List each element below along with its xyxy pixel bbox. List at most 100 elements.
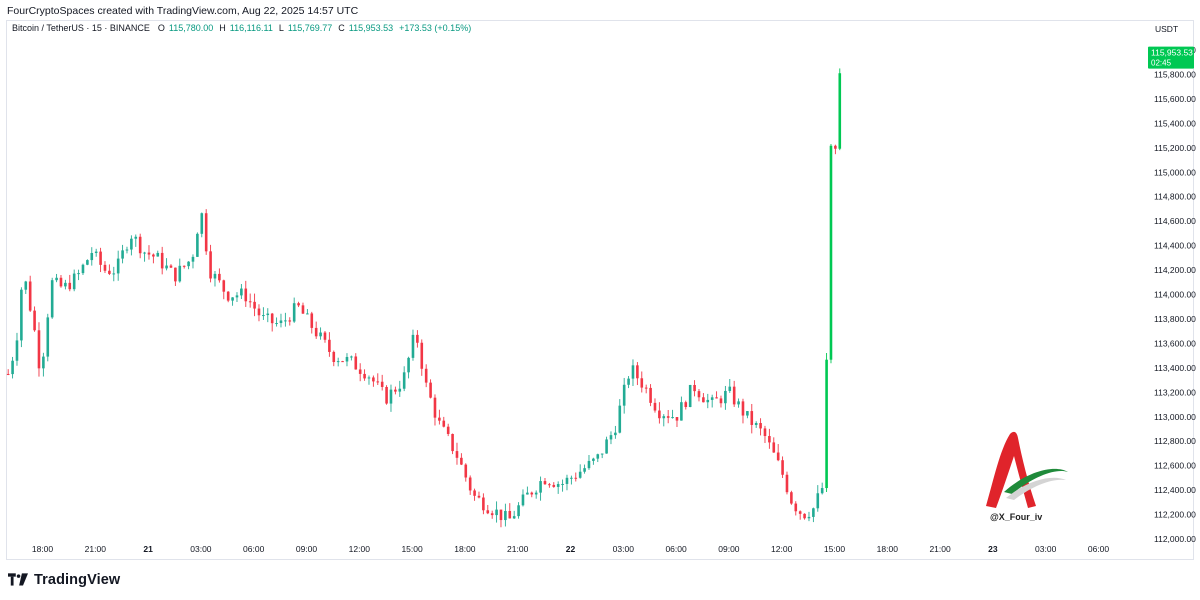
x-tick-label: 18:00 [32,544,54,554]
candle-down [446,426,450,434]
x-tick-label: 21:00 [929,544,951,554]
candle-up [15,340,19,361]
candle-up [46,317,50,357]
symbol-legend: Bitcoin / TetherUS · 15 · BINANCE O 115,7… [12,23,473,33]
candle-up [284,320,287,322]
y-tick-label: 113,000.00 [1154,412,1196,422]
candle-down [803,513,806,519]
candle-up [671,417,674,419]
candle-up [130,238,133,250]
legend-low-key: L [278,23,284,33]
candle-down [244,288,248,302]
candle-up [319,332,322,337]
candle-down [424,368,428,383]
candle-up [262,315,265,317]
candle-up [121,250,124,259]
candle-down [790,492,793,504]
candle-up [680,402,683,421]
legend-symbol[interactable]: Bitcoin / TetherUS · 15 · BINANCE [12,23,150,33]
candle-up [627,378,630,385]
candle-up [618,405,622,433]
candle-up [398,388,402,392]
candle-down [468,477,472,491]
candle-up [596,454,600,459]
y-tick-label: 112,000.00 [1154,534,1196,544]
y-tick-label: 114,000.00 [1154,290,1196,300]
y-tick-label: 113,600.00 [1154,338,1196,348]
legend-open-value: 115,780.00 [168,23,214,33]
candle-down [363,373,366,379]
candle-up [706,399,710,403]
legend-change-value: +173.53 (+0.15%) [399,23,472,33]
candle-up [134,236,138,239]
candle-up [495,509,498,516]
tradingview-brand[interactable]: TradingView [8,572,120,588]
candle-up [688,384,692,408]
candle-down [658,410,661,419]
candle-down [473,490,476,496]
candle-up [178,265,182,282]
candle-up [90,252,94,261]
x-tick-label: 03:00 [613,544,635,554]
candle-up [622,384,626,406]
candle-up [279,320,283,324]
candle-down [328,339,331,352]
candle-up [570,477,573,479]
candle-down [394,389,397,392]
candle-down [6,373,10,375]
y-tick-label: 114,600.00 [1154,216,1196,226]
candle-down [204,213,208,252]
candle-up [292,303,296,322]
y-tick-label: 114,800.00 [1154,192,1196,202]
candle-up [728,386,732,391]
candle-down [68,282,72,290]
x-tick-label: 18:00 [877,544,899,554]
candle-up [561,483,564,485]
candle-down [759,423,762,429]
candle-down [297,303,300,306]
candle-down [460,457,463,465]
y-tick-label: 113,800.00 [1154,314,1196,324]
candle-down [108,270,111,274]
candle-up [825,359,828,489]
candle-down [248,301,252,303]
candle-down [697,391,701,398]
candle-down [103,264,107,271]
candle-down [548,484,551,486]
legend-high-key: H [219,23,226,33]
y-tick-label: 112,200.00 [1154,510,1196,520]
candle-down [574,477,578,479]
candle-up [24,281,28,290]
candle-up [556,484,560,487]
candle-down [464,464,468,478]
candle-up [600,453,604,455]
candle-up [213,273,217,279]
last-price-value: 115,953.53 [1151,48,1193,58]
x-tick-label: 21:00 [507,544,529,554]
candle-up [77,273,80,275]
candle-down [750,411,754,425]
candle-down [477,495,481,498]
legend-low-value: 115,769.77 [287,23,333,33]
candle-up [662,416,666,419]
candle-down [798,511,802,514]
candle-down [416,334,419,343]
candle-down [288,320,292,322]
candle-down [253,301,256,309]
x-tick-label: 09:00 [296,544,318,554]
candle-up [389,389,393,404]
candle-down [451,433,454,452]
candle-down [715,397,718,399]
x-tick-label: 23 [988,544,998,554]
y-tick-label: 114,400.00 [1154,241,1196,251]
candle-down [442,420,446,427]
candle-down [99,251,102,265]
candle-up [526,492,529,495]
candle-up [578,471,582,478]
candles-layer [6,68,842,528]
y-tick-label: 115,800.00 [1154,69,1196,79]
candle-up [407,357,410,373]
y-tick-label: 115,200.00 [1154,143,1196,153]
candle-up [94,251,98,253]
